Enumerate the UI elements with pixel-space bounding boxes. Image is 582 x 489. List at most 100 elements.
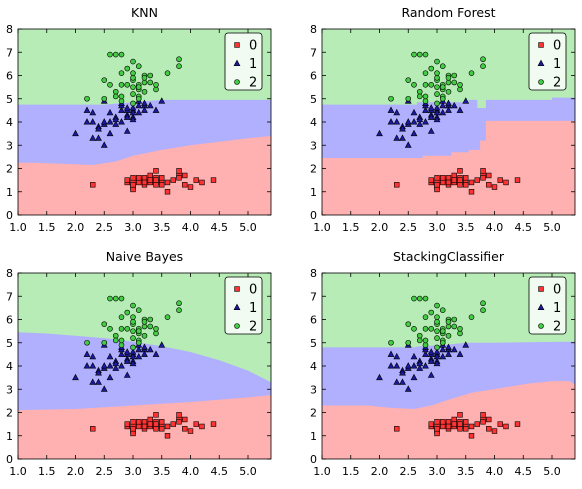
point-class-2 [118,295,125,302]
point-class-2 [480,56,486,63]
legend-marker-1 [233,59,241,66]
point-class-1 [456,106,464,113]
point-class-0 [193,177,199,183]
point-class-2 [147,316,154,323]
y-tick-label: 8 [310,267,317,280]
legend: 0 1 2 [528,276,567,335]
point-class-2 [428,82,435,88]
point-class-2 [135,84,142,90]
point-class-2 [416,337,423,344]
point-class-2 [147,323,154,330]
point-class-1 [387,350,395,357]
x-tick-label: 4.0 [182,221,200,234]
legend-label: 0 [249,283,257,298]
x-tick-label: 2.0 [371,465,389,478]
point-class-0 [468,179,475,186]
point-class-1 [393,108,401,116]
x-tick-label: 3.5 [457,221,475,234]
point-class-2 [428,309,435,316]
point-class-0 [130,186,136,193]
point-class-0 [164,179,171,186]
point-class-1 [141,106,148,113]
point-class-0 [153,168,159,174]
point-class-1 [135,352,143,360]
y-tick-label: 7 [6,46,13,59]
point-class-0 [176,175,182,181]
legend-box [224,32,263,91]
point-class-0 [124,177,130,183]
x-tick-label: 4.0 [486,465,504,478]
point-class-0 [182,182,188,188]
point-class-1 [100,385,108,392]
point-class-1 [404,385,412,392]
point-class-1 [158,341,166,348]
x-tick-label: 4.0 [486,221,504,234]
x-tick-label: 5.0 [239,221,257,234]
y-tick-label: 0 [6,209,13,222]
y-tick-label: 4 [6,116,13,129]
point-class-2 [451,72,458,79]
point-class-2 [445,332,452,339]
point-class-2 [434,58,440,65]
point-class-1 [422,118,429,125]
point-class-2 [405,95,412,102]
point-class-0 [187,184,194,190]
point-class-2 [135,307,142,314]
y-tick-label: 1 [310,186,317,199]
point-class-1 [410,352,418,360]
y-tick-label: 2 [310,407,317,420]
y-tick-label: 3 [6,383,13,396]
point-class-1 [118,350,125,357]
point-class-2 [428,325,435,332]
point-class-2 [112,88,119,95]
point-class-2 [130,91,136,97]
y-tick-label: 1 [6,430,13,443]
point-class-0 [486,182,492,188]
x-tick-label: 4.0 [182,465,200,478]
point-class-1 [439,345,447,353]
point-class-1 [95,369,102,376]
point-class-2 [422,93,429,100]
point-class-1 [123,357,131,364]
point-class-2 [130,344,136,351]
point-class-1 [393,134,401,141]
point-class-2 [405,321,412,327]
point-class-1 [72,129,79,137]
point-class-2 [118,82,125,88]
x-tick-label: 1.5 [342,465,360,478]
x-tick-label: 1.5 [342,221,360,234]
point-class-2 [388,95,394,102]
point-class-2 [112,93,119,100]
point-class-1 [399,125,406,132]
point-class-1 [89,108,97,116]
y-tick-label: 3 [310,139,317,152]
point-class-2 [422,337,429,344]
legend-marker-0 [234,286,240,292]
point-class-0 [451,172,457,179]
x-tick-label: 3.0 [428,221,446,234]
point-class-0 [440,419,446,425]
legend-marker-1 [537,303,545,311]
point-class-1 [112,359,120,367]
point-class-2 [135,328,142,334]
y-tick-label: 4 [310,360,317,373]
point-class-2 [112,295,119,302]
legend: 0 1 2 [224,32,263,91]
point-class-1 [129,352,137,360]
y-tick-label: 0 [310,453,317,466]
point-class-2 [101,95,108,102]
legend-marker-2 [234,323,240,329]
x-tick-label: 3.5 [153,221,171,234]
point-class-1 [89,362,97,369]
x-tick-label: 2.0 [371,221,389,234]
legend-label: 1 [249,57,257,72]
point-class-2 [130,58,136,65]
point-class-1 [135,108,143,116]
point-class-1 [399,378,406,385]
legend-box [528,276,567,335]
point-class-0 [153,426,159,432]
point-class-2 [141,323,148,330]
y-tick-label: 2 [310,163,317,176]
y-tick-label: 6 [6,314,13,327]
point-class-2 [416,93,423,100]
